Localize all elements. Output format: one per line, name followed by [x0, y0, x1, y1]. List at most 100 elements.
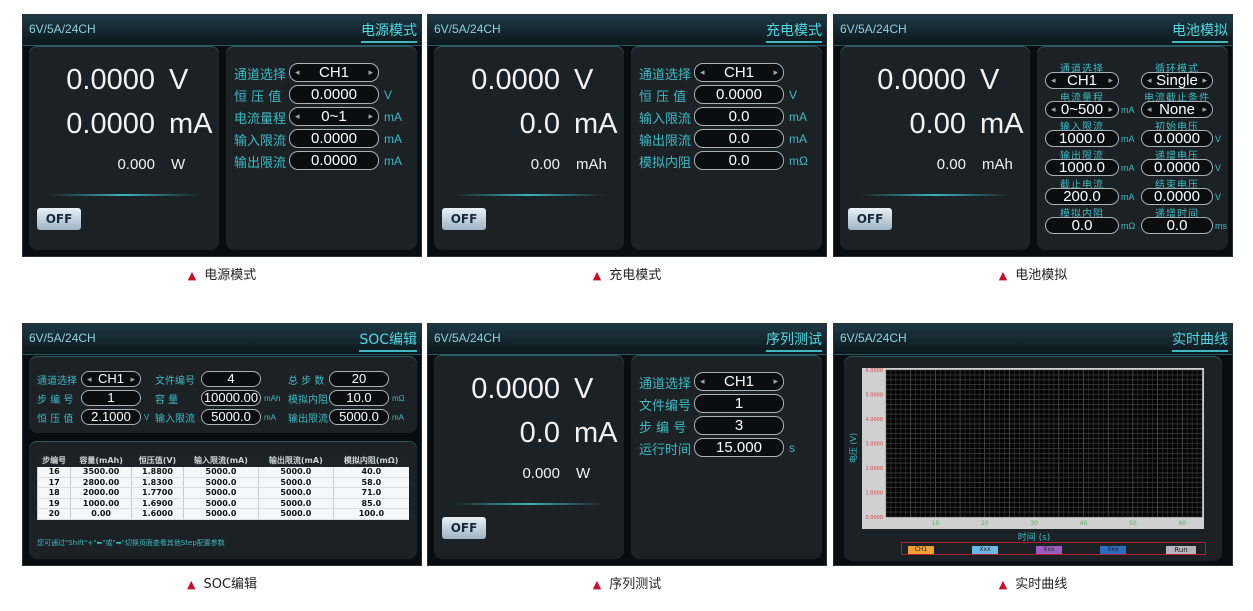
value-field[interactable]: 15.000 — [694, 438, 784, 457]
table-row[interactable]: 17 2800.00 1.8300 5000.0 5000.0 58.0 — [36, 477, 409, 488]
chevron-left-icon[interactable]: ◂ — [700, 376, 705, 386]
chevron-left-icon[interactable]: ◂ — [295, 67, 300, 77]
chevron-right-icon[interactable]: ▸ — [1202, 104, 1207, 114]
value-field[interactable]: 0.0000 — [694, 85, 784, 104]
value-field[interactable]: 0.0 — [1045, 217, 1119, 234]
field-value: 0.0000 — [1154, 188, 1200, 205]
chevron-right-icon[interactable]: ▸ — [773, 67, 778, 77]
value-field[interactable]: 0.0 — [694, 107, 784, 126]
table-row[interactable]: 16 3500.00 1.8800 5000.0 5000.0 40.0 — [36, 467, 409, 478]
device-spec-label: 6V/5A/24CH — [840, 22, 907, 36]
output-toggle-button[interactable]: OFF — [848, 208, 892, 230]
chevron-left-icon[interactable]: ◂ — [1051, 75, 1056, 85]
readout-box: 0.0000 V 0.00 mA 0.00 mAh OFF — [840, 46, 1030, 250]
field-unit: mA — [789, 110, 807, 124]
chevron-left-icon[interactable]: ◂ — [1051, 104, 1056, 114]
selector-field[interactable]: ◂ ▸ CH1 — [694, 63, 784, 82]
value-field[interactable]: 3 — [694, 416, 784, 435]
device-spec-label: 6V/5A/24CH — [434, 22, 501, 36]
readout-box: 0.0000 V 0.0 mA 0.00 mAh OFF — [434, 46, 624, 250]
value-field[interactable]: 5000.0 — [329, 409, 389, 425]
value-field[interactable]: 0.0000 — [1141, 159, 1213, 176]
value-field[interactable]: 0.0000 — [289, 85, 379, 104]
selector-field[interactable]: ◂ ▸ 0~500 — [1045, 101, 1119, 118]
readout-value: 0.0000 — [66, 64, 155, 96]
output-toggle-button[interactable]: OFF — [442, 208, 486, 230]
field-value: 3 — [734, 417, 744, 434]
curve-channel-button[interactable]: Run — [1166, 546, 1196, 554]
value-field[interactable]: 4 — [201, 371, 261, 387]
mode-title-tab[interactable]: 实时曲线 — [1172, 329, 1228, 352]
value-field[interactable]: 1 — [81, 390, 141, 406]
readout-unit: V — [574, 64, 594, 96]
field-label: 步 编 号 — [639, 421, 687, 436]
table-cell: 16 — [36, 467, 71, 478]
curve-channel-button[interactable]: Xxx — [972, 546, 998, 554]
value-field[interactable]: 0.0 — [694, 129, 784, 148]
value-field[interactable]: 0.0000 — [289, 129, 379, 148]
selector-field[interactable]: ◂ ▸ None — [1141, 101, 1213, 118]
value-field[interactable]: 0.0 — [694, 151, 784, 170]
chevron-right-icon[interactable]: ▸ — [1108, 75, 1113, 85]
output-toggle-button[interactable]: OFF — [37, 208, 81, 230]
mode-title-tab[interactable]: 电池模拟 — [1172, 20, 1228, 43]
output-toggle-button[interactable]: OFF — [442, 517, 486, 539]
chevron-right-icon[interactable]: ▸ — [1202, 75, 1207, 85]
curve-channel-button[interactable]: CH1 — [908, 546, 934, 554]
field-label: 输出限流 — [639, 134, 692, 149]
table-row[interactable]: 19 1000.00 1.6900 5000.0 5000.0 85.0 — [36, 498, 409, 509]
selector-field[interactable]: ◂ ▸ CH1 — [81, 371, 141, 387]
table-row[interactable]: 20 0.00 1.6000 5000.0 5000.0 100.0 — [36, 508, 409, 520]
field-label: 通道选择 — [1060, 64, 1104, 75]
chevron-right-icon[interactable]: ▸ — [1108, 104, 1113, 114]
value-field[interactable]: 10.0 — [329, 390, 389, 406]
value-field[interactable]: 20 — [329, 371, 389, 387]
value-field[interactable]: 0.0 — [1141, 217, 1213, 234]
table-row[interactable]: 18 2000.00 1.7700 5000.0 5000.0 71.0 — [36, 487, 409, 499]
caption: ▲ 序列测试 — [427, 573, 827, 592]
value-field[interactable]: 1000.0 — [1045, 130, 1119, 147]
chevron-right-icon[interactable]: ▸ — [368, 67, 373, 77]
value-field[interactable]: 0.0000 — [1141, 130, 1213, 147]
readout-unit: mA — [574, 108, 618, 140]
chevron-right-icon[interactable]: ▸ — [773, 376, 778, 386]
triangle-marker-icon: ▲ — [592, 269, 602, 282]
selector-field[interactable]: ◂ ▸ CH1 — [1045, 72, 1119, 89]
field-value: 0.0000 — [1154, 159, 1200, 176]
value-field[interactable]: 5000.0 — [201, 409, 261, 425]
field-unit: mA — [1121, 134, 1135, 144]
chevron-right-icon[interactable]: ▸ — [368, 111, 373, 121]
value-field[interactable]: 1000.0 — [1045, 159, 1119, 176]
table-cell: 1.7700 — [130, 487, 184, 499]
field-value: Single — [1156, 72, 1198, 89]
curve-channel-button[interactable]: Xxx — [1100, 546, 1126, 554]
mode-title-tab[interactable]: 序列测试 — [766, 329, 822, 352]
mode-title-tab[interactable]: 电源模式 — [361, 20, 417, 43]
field-unit: s — [789, 441, 795, 455]
panel-header: 6V/5A/24CH 充电模式 — [428, 15, 826, 46]
value-field[interactable]: 1 — [694, 394, 784, 413]
selector-field[interactable]: ◂ ▸ CH1 — [289, 63, 379, 82]
selector-field[interactable]: ◂ ▸ CH1 — [694, 372, 784, 391]
field-unit: mΩ — [392, 394, 405, 403]
value-field[interactable]: 0.0000 — [1141, 188, 1213, 205]
chevron-left-icon[interactable]: ◂ — [700, 67, 705, 77]
readout-unit: W — [576, 465, 591, 482]
selector-field[interactable]: ◂ ▸ Single — [1141, 72, 1213, 89]
chevron-left-icon[interactable]: ◂ — [295, 111, 300, 121]
value-field[interactable]: 0.0000 — [289, 151, 379, 170]
chevron-left-icon[interactable]: ◂ — [87, 374, 92, 384]
mode-title-tab[interactable]: SOC编辑 — [359, 329, 417, 352]
chevron-left-icon[interactable]: ◂ — [1147, 75, 1152, 85]
selector-field[interactable]: ◂ ▸ 0~1 — [289, 107, 379, 126]
mode-title-tab[interactable]: 充电模式 — [766, 20, 822, 43]
table-cell: 5000.0 — [183, 508, 259, 520]
field-value: 10000.00 — [203, 390, 259, 405]
value-field[interactable]: 200.0 — [1045, 188, 1119, 205]
value-field[interactable]: 2.1000 — [81, 409, 141, 425]
curve-channel-button[interactable]: Xxx — [1036, 546, 1062, 554]
chevron-left-icon[interactable]: ◂ — [1147, 104, 1152, 114]
y-tick-label: 6.0000 — [866, 368, 884, 374]
value-field[interactable]: 10000.00 — [201, 390, 261, 406]
chevron-right-icon[interactable]: ▸ — [130, 374, 135, 384]
